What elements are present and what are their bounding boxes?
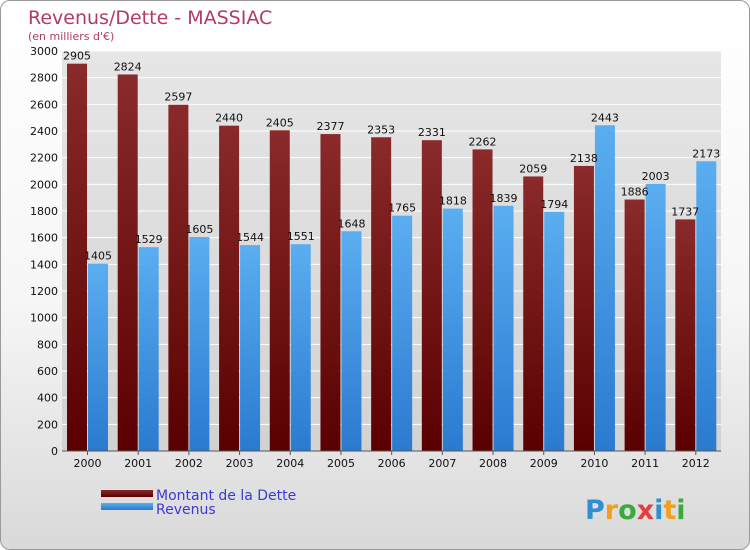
bar-dette — [523, 176, 544, 451]
y-tick-label: 0 — [51, 445, 58, 458]
value-label-dette: 1737 — [671, 205, 699, 218]
bar-revenus — [138, 247, 159, 451]
value-label-revenus: 1551 — [287, 230, 315, 243]
x-tick-label: 2009 — [530, 457, 558, 470]
bar-dette — [168, 104, 189, 451]
bar-dette — [675, 219, 696, 451]
bar-revenus — [544, 211, 565, 451]
bar-revenus — [341, 231, 362, 451]
x-tick-label: 2012 — [682, 457, 710, 470]
value-label-revenus: 1529 — [135, 233, 163, 246]
value-label-dette: 1886 — [621, 186, 649, 199]
value-label-revenus: 1794 — [540, 198, 568, 211]
bar-revenus — [594, 125, 615, 452]
y-tick-label: 2800 — [30, 72, 58, 85]
value-label-dette: 2597 — [164, 91, 192, 104]
value-label-dette: 2440 — [215, 112, 243, 125]
y-tick-label: 400 — [37, 392, 58, 405]
value-label-dette: 2353 — [367, 123, 395, 136]
x-axis-ticks: 2000 2001 2002 2003 2004 2005 2006 2007 2008 2009… — [74, 451, 710, 470]
x-tick-label: 2004 — [276, 457, 304, 470]
value-label-revenus: 1605 — [185, 223, 213, 236]
y-tick-label: 2400 — [30, 125, 58, 138]
value-label-dette: 2059 — [519, 162, 547, 175]
value-label-revenus: 1818 — [439, 195, 467, 208]
x-tick-label: 2002 — [175, 457, 203, 470]
y-tick-label: 1800 — [30, 205, 58, 218]
x-tick-label: 2005 — [327, 457, 355, 470]
plot-area — [62, 51, 721, 451]
value-label-dette: 2331 — [418, 126, 446, 139]
y-tick-label: 600 — [37, 365, 58, 378]
x-tick-label: 2008 — [479, 457, 507, 470]
value-label-revenus: 1839 — [490, 192, 518, 205]
bar-dette — [573, 165, 594, 451]
value-label-dette: 2824 — [114, 60, 142, 73]
bar-revenus — [696, 161, 717, 451]
bar-dette — [117, 74, 138, 451]
value-label-dette: 2262 — [469, 135, 497, 148]
x-tick-label: 2010 — [580, 457, 608, 470]
y-tick-label: 800 — [37, 338, 58, 351]
x-tick-label: 2007 — [428, 457, 456, 470]
y-axis-ticks: 0 200 400 600 800 1000 1200 1400 1600 1800 2000 220… — [30, 45, 58, 458]
bar-dette — [472, 149, 493, 451]
y-tick-label: 3000 — [30, 45, 58, 58]
value-label-dette: 2138 — [570, 152, 598, 165]
value-labels: 2905 1405 2824 1529 2597 1605 2440 1544 2405 1551… — [63, 50, 720, 263]
value-label-revenus: 1648 — [337, 217, 365, 230]
bar-revenus — [442, 208, 463, 451]
legend-label-dette: Montant de la Dette — [156, 488, 296, 504]
value-label-dette: 2377 — [316, 120, 344, 133]
bar-dette — [421, 140, 442, 451]
chart-subtitle: (en milliers d'€) — [28, 30, 114, 43]
bar-revenus — [645, 183, 666, 451]
value-label-dette: 2905 — [63, 50, 91, 63]
y-tick-label: 2600 — [30, 98, 58, 111]
x-tick-label: 2006 — [378, 457, 406, 470]
bar-dette — [624, 199, 645, 451]
y-tick-label: 1400 — [30, 258, 58, 271]
bar-dette — [320, 134, 341, 452]
chart-title: Revenus/Dette - MASSIAC — [28, 7, 272, 29]
svg-text:Proxiti: Proxiti — [585, 495, 686, 526]
bar-revenus — [290, 244, 311, 451]
legend-swatch-revenus — [101, 503, 153, 510]
bar-revenus — [189, 237, 210, 451]
bar-revenus — [493, 205, 514, 451]
proxiti-logo: Proxiti — [585, 495, 686, 526]
value-label-revenus: 1405 — [84, 250, 112, 263]
x-tick-label: 2000 — [74, 457, 102, 470]
x-tick-label: 2001 — [124, 457, 152, 470]
value-label-revenus: 2443 — [591, 111, 619, 124]
value-label-dette: 2405 — [266, 116, 294, 129]
y-tick-label: 2200 — [30, 152, 58, 165]
bar-dette — [67, 63, 87, 452]
value-label-revenus: 1765 — [388, 202, 416, 215]
y-tick-label: 1600 — [30, 232, 58, 245]
bar-revenus — [88, 263, 108, 451]
y-tick-label: 200 — [37, 418, 58, 431]
y-tick-label: 2000 — [30, 178, 58, 191]
value-label-revenus: 1544 — [236, 231, 264, 244]
legend-label-revenus: Revenus — [156, 502, 216, 518]
y-tick-label: 1000 — [30, 312, 58, 325]
value-label-revenus: 2003 — [642, 170, 670, 183]
bar-revenus — [240, 245, 261, 451]
y-tick-label: 1200 — [30, 285, 58, 298]
legend-swatch-dette — [101, 490, 153, 497]
x-tick-label: 2011 — [631, 457, 659, 470]
x-tick-label: 2003 — [226, 457, 254, 470]
bar-dette — [219, 125, 240, 452]
bar-revenus — [392, 215, 413, 451]
bar-dette — [269, 130, 290, 452]
bar-dette — [371, 137, 392, 451]
value-label-revenus: 2173 — [692, 147, 720, 160]
bars — [67, 63, 717, 452]
